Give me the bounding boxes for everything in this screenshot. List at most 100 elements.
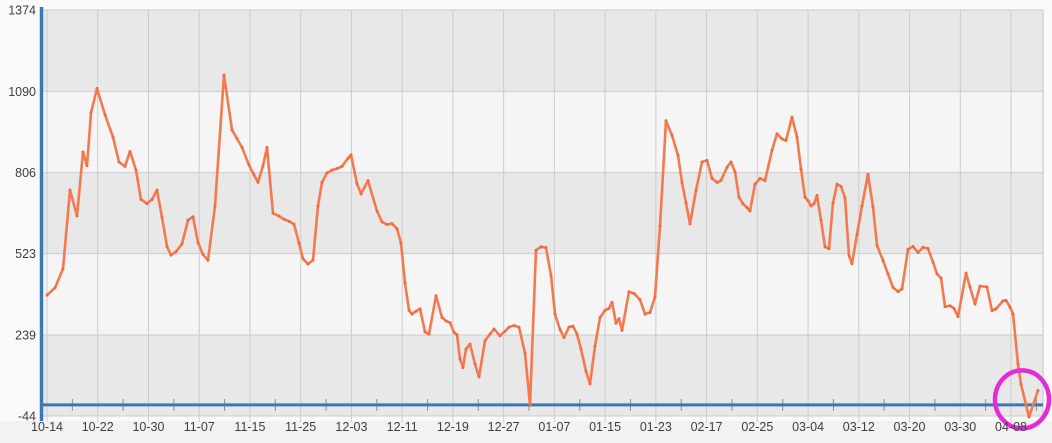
x-axis-label: 12-27 [488,420,520,434]
data-point-dot [461,366,465,370]
data-point-dot [719,178,723,182]
data-point-dot [921,245,925,249]
x-axis-label: 03-30 [944,420,976,434]
x-axis-label: 01-07 [538,420,570,434]
data-point-dot [658,224,662,228]
data-point-dot [806,199,810,203]
data-point-dot [839,184,843,188]
data-point-dot [380,220,384,224]
data-point-dot [638,298,642,302]
data-point-dot [935,272,939,276]
x-axis-label: 10-14 [31,420,63,434]
x-axis-label: 10-22 [82,420,114,434]
data-point-dot [407,308,411,312]
data-point-dot [710,176,714,180]
x-axis-label: 02-25 [741,420,773,434]
data-point-dot [780,137,784,141]
data-point-dot [464,347,468,351]
data-point-dot [990,309,994,313]
data-point-dot [330,168,334,172]
series-line-daily-value [45,73,1040,419]
data-point-dot [265,145,269,149]
data-point-dot [968,285,972,289]
data-point-dot [896,289,900,293]
data-point-dot [534,248,538,252]
data-point-dot [440,316,444,320]
data-point-dot [790,115,794,119]
data-point-dot [847,254,851,258]
data-point-dot [705,158,709,162]
data-point-dot [741,202,745,206]
data-point-dot [758,176,762,180]
data-point-dot [85,164,89,168]
data-point-dot [812,202,816,206]
data-point-dot [473,362,477,366]
data-point-dot [617,317,621,321]
x-axis-label: 04-08 [995,420,1027,434]
data-point-dot [222,73,226,77]
data-point-dot [95,86,99,90]
data-point-dot [282,217,286,221]
x-axis-label: 03-20 [894,420,926,434]
data-point-dot [150,198,154,202]
data-point-dot [458,357,462,361]
data-point-dot [134,168,138,172]
data-point-dot [517,325,521,329]
data-point-dot [643,312,647,316]
x-axis-label: 11-07 [184,420,215,434]
data-point-dot [186,218,190,222]
data-point-dot [297,241,301,245]
data-point-dot [169,253,173,257]
data-point-dot [427,332,431,336]
data-point-dot [507,325,511,329]
data-point-dot [544,246,548,250]
data-point-dot [715,180,719,184]
data-point-dot [549,273,553,277]
highlight-circle-annotation [992,368,1052,431]
data-point-dot [875,243,879,247]
data-point-dot [831,201,835,205]
data-point-dot [306,262,310,266]
data-point-dot [603,308,607,312]
data-point-dot [277,214,281,218]
data-point-dot [75,214,79,218]
data-point-dot [240,145,244,149]
data-point-dot [819,218,823,222]
data-point-dot [627,290,631,294]
data-point-dot [1008,305,1012,309]
data-point-dot [593,344,597,348]
data-point-dot [45,293,49,297]
data-point-dot [614,321,618,325]
data-point-dot [598,316,602,320]
x-axis-label: 10-30 [132,420,164,434]
data-point-dot [390,222,394,226]
data-point-dot [916,251,920,255]
data-point-dot [512,324,516,328]
data-point-dot [301,257,305,261]
data-point-dot [632,291,636,295]
data-point-dot [952,306,956,310]
data-point-dot [325,171,329,175]
data-point-dot [145,202,149,206]
data-point-dot [729,160,733,164]
data-point-dot [799,167,803,171]
data-point-dot [725,165,729,169]
x-axis-label: 03-04 [792,420,824,434]
data-point-dot [620,328,624,332]
data-point-dot [468,342,472,346]
data-point-dot [206,258,210,262]
data-point-dot [418,307,422,311]
data-point-dot [815,194,819,198]
plot-band [43,253,1043,335]
x-axis-label: 11-15 [234,420,265,434]
data-point-dot [1016,362,1020,366]
data-point-dot [588,382,592,386]
data-point-dot [123,164,127,168]
data-point-dot [375,209,379,213]
data-point-dot [906,247,910,251]
data-point-dot [235,137,239,141]
data-point-dot [700,160,704,164]
data-point-dot [835,182,839,186]
